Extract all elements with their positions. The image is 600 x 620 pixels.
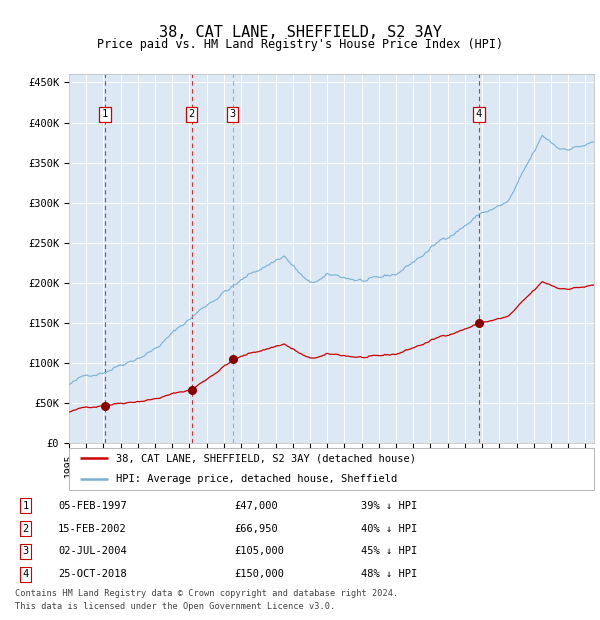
Text: 3: 3	[229, 110, 236, 120]
Text: 02-JUL-2004: 02-JUL-2004	[58, 546, 127, 557]
Text: 25-OCT-2018: 25-OCT-2018	[58, 569, 127, 580]
Text: 4: 4	[22, 569, 28, 580]
Text: Price paid vs. HM Land Registry's House Price Index (HPI): Price paid vs. HM Land Registry's House …	[97, 38, 503, 51]
Text: 39% ↓ HPI: 39% ↓ HPI	[361, 500, 417, 511]
Text: £47,000: £47,000	[234, 500, 278, 511]
Text: 40% ↓ HPI: 40% ↓ HPI	[361, 523, 417, 534]
Text: 38, CAT LANE, SHEFFIELD, S2 3AY (detached house): 38, CAT LANE, SHEFFIELD, S2 3AY (detache…	[116, 453, 416, 463]
Text: Contains HM Land Registry data © Crown copyright and database right 2024.: Contains HM Land Registry data © Crown c…	[15, 590, 398, 598]
Text: £66,950: £66,950	[234, 523, 278, 534]
Text: 15-FEB-2002: 15-FEB-2002	[58, 523, 127, 534]
Text: This data is licensed under the Open Government Licence v3.0.: This data is licensed under the Open Gov…	[15, 602, 335, 611]
Text: 48% ↓ HPI: 48% ↓ HPI	[361, 569, 417, 580]
Text: 38, CAT LANE, SHEFFIELD, S2 3AY: 38, CAT LANE, SHEFFIELD, S2 3AY	[158, 25, 442, 40]
Text: 1: 1	[22, 500, 28, 511]
Text: 2: 2	[22, 523, 28, 534]
Text: 05-FEB-1997: 05-FEB-1997	[58, 500, 127, 511]
Text: 45% ↓ HPI: 45% ↓ HPI	[361, 546, 417, 557]
Text: 4: 4	[476, 110, 482, 120]
Text: 1: 1	[102, 110, 108, 120]
Text: HPI: Average price, detached house, Sheffield: HPI: Average price, detached house, Shef…	[116, 474, 398, 484]
Text: 2: 2	[188, 110, 194, 120]
FancyBboxPatch shape	[69, 448, 594, 490]
Text: £150,000: £150,000	[234, 569, 284, 580]
Text: 3: 3	[22, 546, 28, 557]
Text: £105,000: £105,000	[234, 546, 284, 557]
